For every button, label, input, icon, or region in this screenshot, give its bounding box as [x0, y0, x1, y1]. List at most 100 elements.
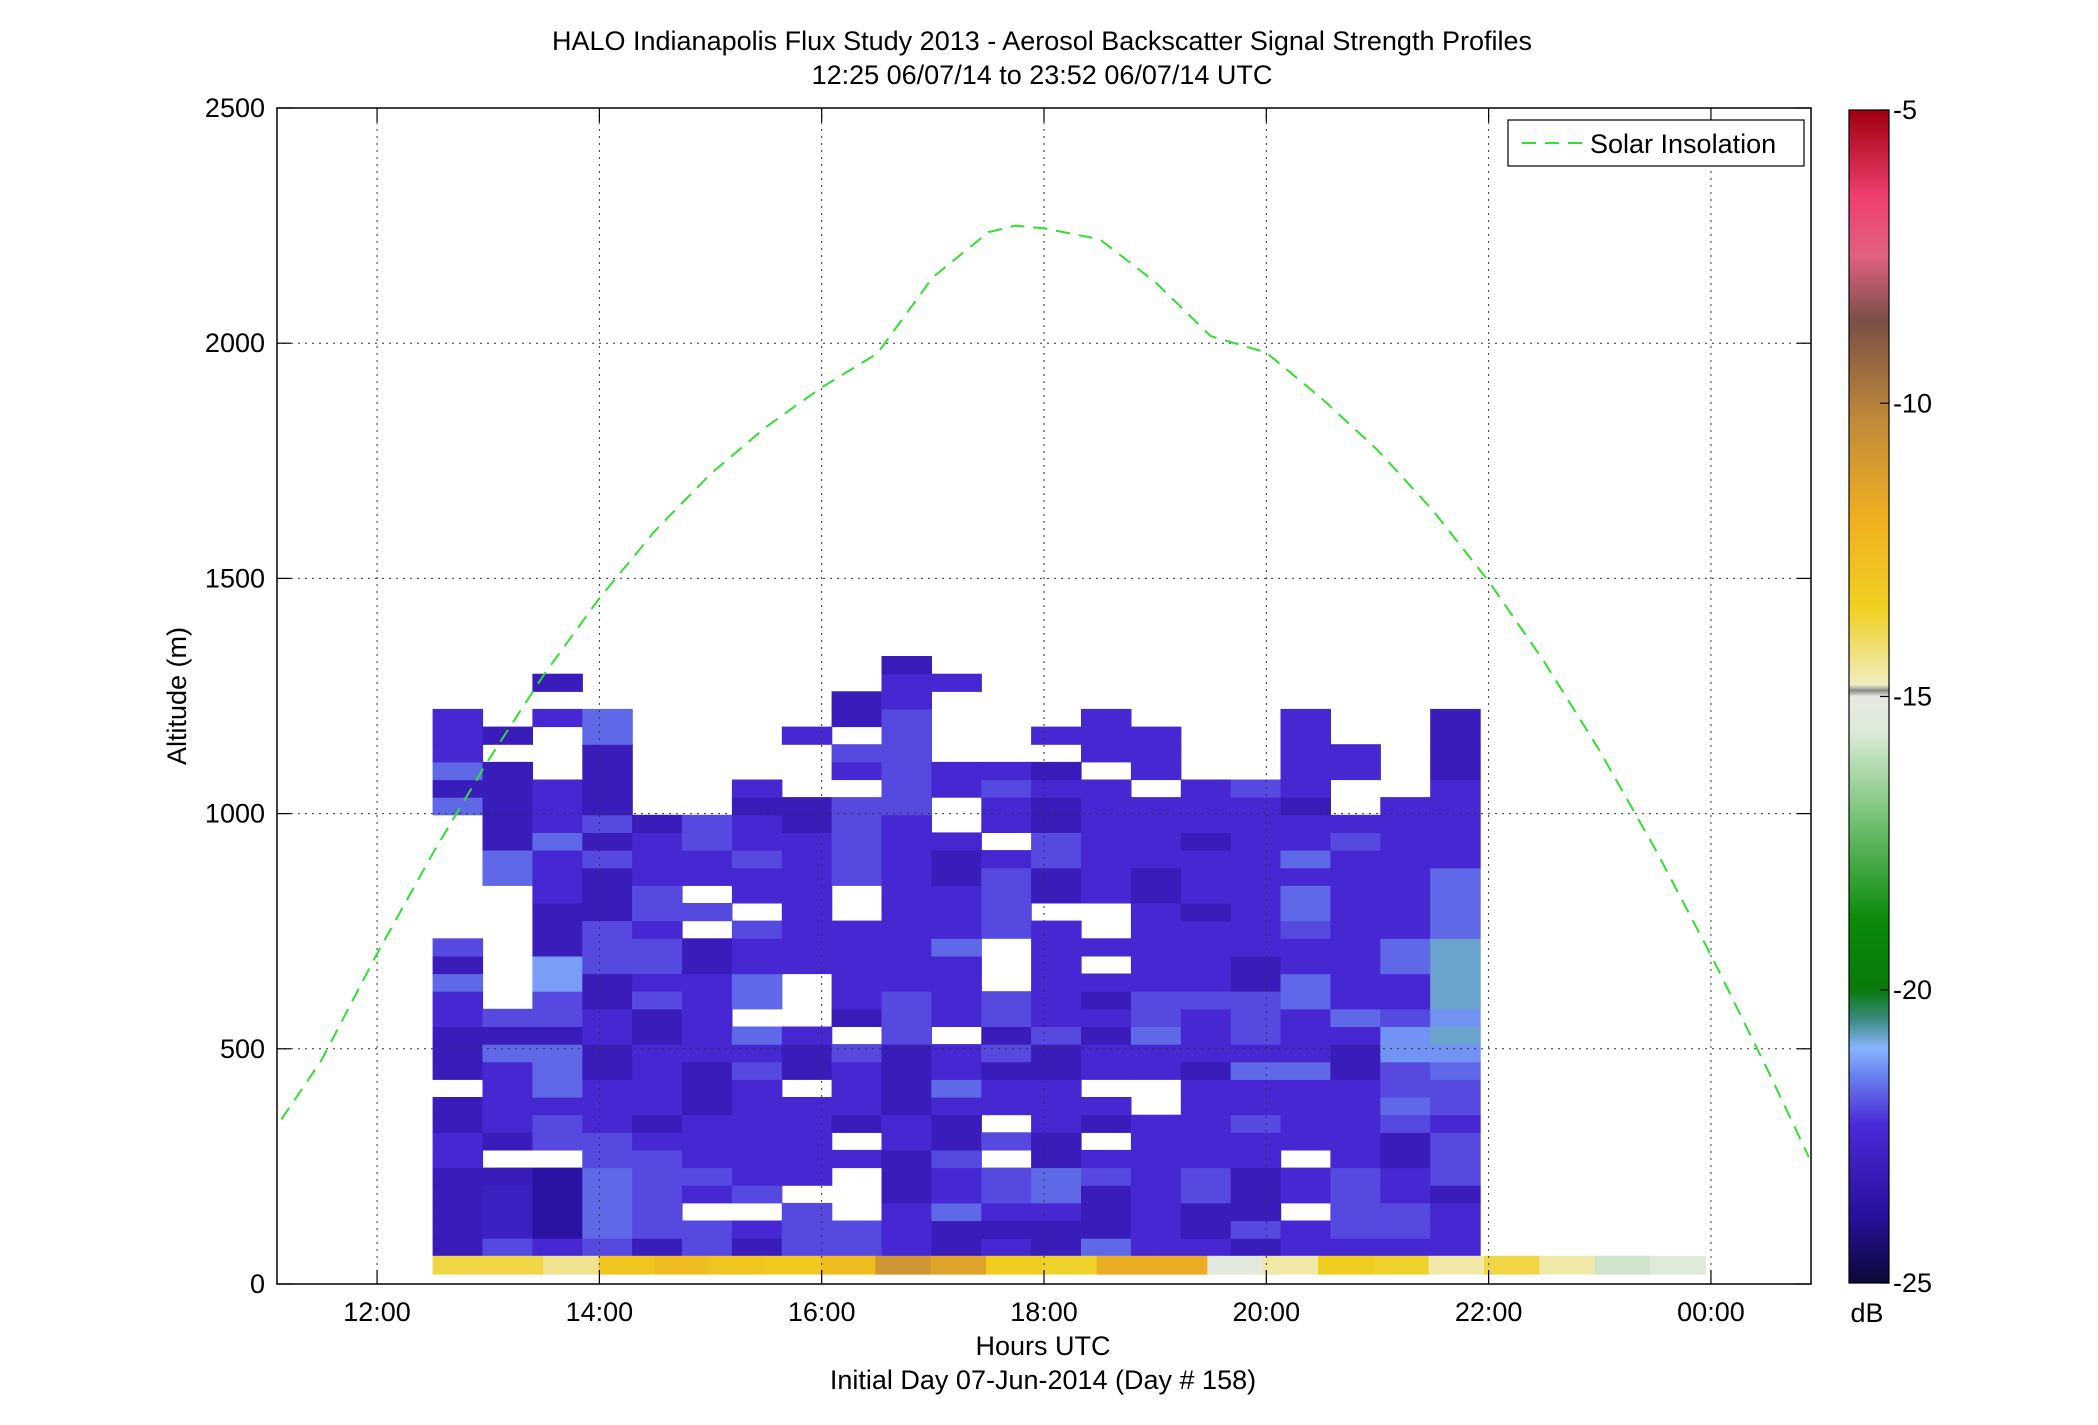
colorbar-tick-label: -10 — [1893, 388, 1932, 418]
heatmap-cell — [532, 920, 583, 939]
heatmap-cell — [781, 797, 833, 816]
colorbar-tick-label: -25 — [1893, 1268, 1932, 1298]
heatmap-cell — [731, 955, 783, 975]
heatmap-cell — [1380, 850, 1431, 869]
heatmap-cell — [1180, 850, 1232, 869]
heatmap-cell — [1380, 867, 1431, 886]
heatmap-cell — [682, 1079, 733, 1098]
heatmap-cell — [532, 673, 583, 692]
heatmap-cell — [1180, 1114, 1232, 1133]
heatmap-cell — [731, 1044, 783, 1063]
heatmap-surface-cell — [598, 1255, 655, 1275]
heatmap-cell — [1330, 920, 1381, 939]
heatmap-cell — [1031, 850, 1082, 869]
heatmap-cell — [931, 1079, 982, 1098]
x-tick-label: 22:00 — [1455, 1297, 1523, 1327]
heatmap-cell — [981, 991, 1032, 1010]
heatmap-cell — [781, 1132, 833, 1151]
heatmap-cell — [1031, 955, 1082, 975]
heatmap-cell — [831, 691, 883, 710]
heatmap-cell — [881, 708, 932, 728]
heatmap-cell — [881, 744, 932, 763]
heatmap-cell — [632, 1149, 683, 1169]
heatmap-cell — [881, 1044, 932, 1063]
heatmap-cell — [632, 1185, 683, 1204]
heatmap-cell — [1230, 850, 1282, 869]
heatmap-cell — [1430, 850, 1481, 869]
colorbar-tick-label: -20 — [1893, 975, 1932, 1005]
heatmap-surface-cell — [1096, 1255, 1153, 1275]
chart-title-line1: HALO Indianapolis Flux Study 2013 - Aero… — [552, 26, 1532, 56]
heatmap-cell — [731, 832, 783, 851]
heatmap-cell — [1230, 938, 1282, 957]
heatmap-cell — [1230, 955, 1282, 975]
heatmap-cell — [1230, 1114, 1282, 1133]
heatmap-cell — [1230, 814, 1282, 833]
heatmap-cell — [532, 850, 583, 869]
heatmap-cell — [1081, 867, 1132, 886]
heatmap-cell — [831, 973, 883, 992]
heatmap-cell — [1180, 1149, 1232, 1169]
heatmap-cell — [632, 1202, 683, 1222]
heatmap-cell — [1380, 1097, 1431, 1116]
heatmap-cell — [1330, 973, 1381, 992]
heatmap-cell — [682, 991, 733, 1010]
heatmap-cell — [432, 761, 484, 781]
heatmap-cell — [1330, 1149, 1381, 1169]
heatmap-cell — [682, 903, 733, 922]
heatmap-cell — [582, 903, 633, 922]
heatmap-cell — [432, 1061, 484, 1080]
heatmap-cell — [981, 850, 1032, 869]
y-axis-label: Altitude (m) — [162, 627, 192, 765]
heatmap-surface-cell — [1373, 1255, 1430, 1275]
heatmap-cell — [432, 1008, 484, 1027]
heatmap-cell — [682, 867, 733, 886]
heatmap-cell — [731, 814, 783, 833]
heatmap-cell — [1380, 1149, 1431, 1169]
heatmap-cell — [632, 1026, 683, 1045]
heatmap-cell — [831, 1114, 883, 1133]
heatmap-cell — [1081, 973, 1132, 992]
heatmap-cell — [482, 1061, 533, 1080]
heatmap-cell — [682, 850, 733, 869]
heatmap-cell — [831, 832, 883, 851]
heatmap-cell — [1430, 1097, 1481, 1116]
heatmap-cell — [1280, 1044, 1331, 1063]
heatmap-cell — [1430, 920, 1481, 939]
heatmap-cell — [582, 1008, 633, 1027]
heatmap-cell — [1330, 938, 1381, 957]
heatmap-cell — [1081, 1202, 1132, 1222]
heatmap-cell — [582, 955, 633, 975]
heatmap-cell — [1330, 991, 1381, 1010]
heatmap-cell — [1180, 1044, 1232, 1063]
heatmap-cell — [831, 814, 883, 833]
heatmap-cell — [682, 1061, 733, 1080]
heatmap-cell — [632, 1132, 683, 1151]
heatmap-cell — [482, 814, 533, 833]
heatmap-cell — [1180, 991, 1232, 1010]
heatmap-cell — [1230, 991, 1282, 1010]
heatmap-cell — [831, 761, 883, 781]
heatmap-cell — [1330, 1167, 1381, 1186]
heatmap-cell — [582, 1044, 633, 1063]
heatmap-cell — [1230, 973, 1282, 992]
heatmap-cell — [931, 673, 982, 692]
heatmap-cell — [1430, 814, 1481, 833]
heatmap-cell — [432, 1149, 484, 1169]
heatmap-cell — [1031, 1238, 1082, 1257]
heatmap-cell — [532, 867, 583, 886]
heatmap-surface-cell — [1484, 1255, 1540, 1275]
heatmap-cell — [682, 1097, 733, 1116]
colorbar-ticks: -5 -10 -15 -20 -25 — [1880, 95, 1932, 1298]
heatmap-cell — [1280, 1097, 1331, 1116]
heatmap-cell — [432, 1220, 484, 1239]
heatmap-cell — [432, 726, 484, 745]
heatmap-cell — [1130, 1149, 1182, 1169]
heatmap-cell — [632, 1220, 683, 1239]
heatmap-cell — [1280, 920, 1331, 939]
heatmap-cell — [1380, 1238, 1431, 1257]
heatmap-cell — [1081, 744, 1132, 763]
heatmap-cell — [1380, 1114, 1431, 1133]
heatmap-cell — [1031, 1079, 1082, 1098]
heatmap-cell — [781, 903, 833, 922]
